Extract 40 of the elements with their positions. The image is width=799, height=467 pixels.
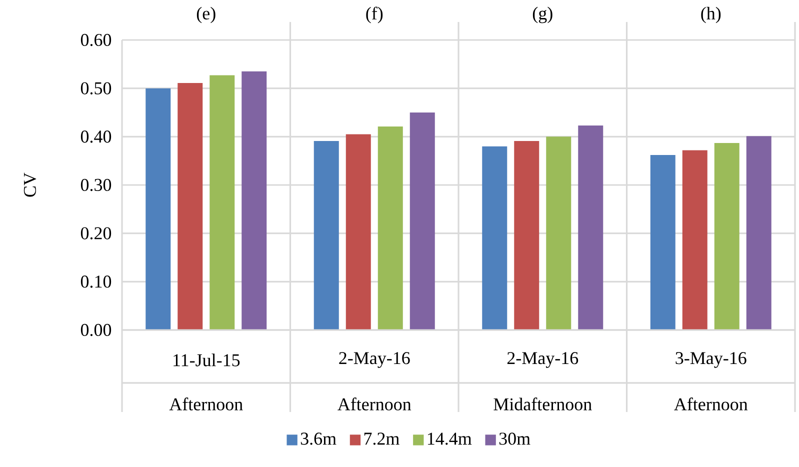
y-tick-label: 0.60: [80, 34, 112, 46]
legend-label: 7.2m: [364, 432, 400, 445]
bar: [346, 134, 371, 330]
bar: [410, 112, 435, 330]
x-tick-label: 2-May-16: [507, 352, 578, 368]
text: Midafternoon: [494, 398, 592, 410]
legend-label: 3.6m: [300, 432, 336, 445]
y-axis-title: CV: [24, 172, 36, 197]
bar: [714, 142, 740, 330]
text: Afternoon: [169, 398, 243, 410]
bar: [378, 126, 403, 330]
y-tick-label: 0.50: [80, 82, 112, 94]
y-tick-label: 0.20: [80, 227, 112, 240]
bar: [514, 141, 540, 330]
legend-label: 14.4m: [428, 432, 472, 445]
bar: [146, 88, 171, 330]
bar: [210, 75, 235, 330]
y-tick-label: 0.00: [80, 324, 112, 336]
bar: [546, 136, 572, 330]
y-tick-label: 0.40: [80, 130, 112, 143]
text: (h): [701, 6, 721, 24]
text: (f): [366, 6, 383, 24]
y-tick-label: 0.30: [80, 178, 112, 192]
bar: [242, 71, 267, 330]
text: (e): [196, 6, 216, 24]
x-tick-label: 11-Jul-15: [174, 354, 240, 366]
bar: [746, 136, 772, 330]
bar: [650, 155, 676, 330]
y-tick-label: 0.10: [80, 276, 112, 288]
bar: [578, 126, 604, 330]
bar: [482, 146, 508, 330]
legend-label: 30m: [499, 432, 530, 445]
bar: [682, 150, 708, 330]
text: (g): [532, 6, 552, 24]
x-tick-label: 3-May-16: [676, 352, 746, 368]
text: Afternoon: [674, 398, 748, 410]
x-tick-label: 2-May-16: [339, 352, 410, 368]
bar: [178, 83, 203, 330]
text: Afternoon: [338, 398, 412, 410]
bar: [314, 141, 339, 330]
